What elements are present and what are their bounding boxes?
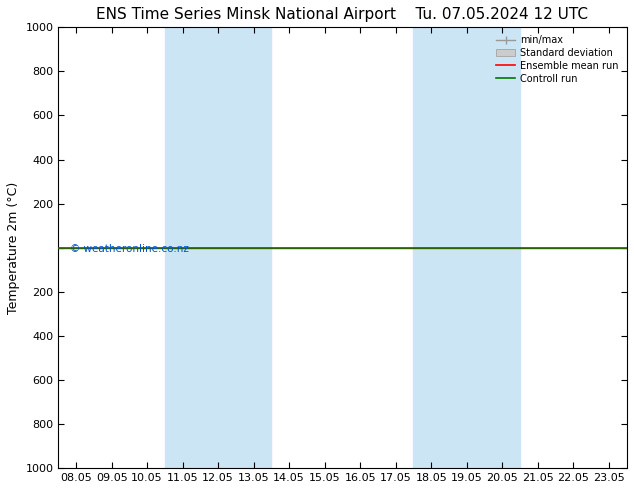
Title: ENS Time Series Minsk National Airport    Tu. 07.05.2024 12 UTC: ENS Time Series Minsk National Airport T… [96, 7, 588, 22]
Bar [165, 27, 271, 468]
Bar [413, 27, 520, 468]
Text: © weatheronline.co.nz: © weatheronline.co.nz [70, 244, 188, 254]
Y-axis label: Temperature 2m (°C): Temperature 2m (°C) [7, 182, 20, 314]
Legend: min/max, Standard deviation, Ensemble mean run, Controll run: min/max, Standard deviation, Ensemble me… [493, 32, 622, 87]
